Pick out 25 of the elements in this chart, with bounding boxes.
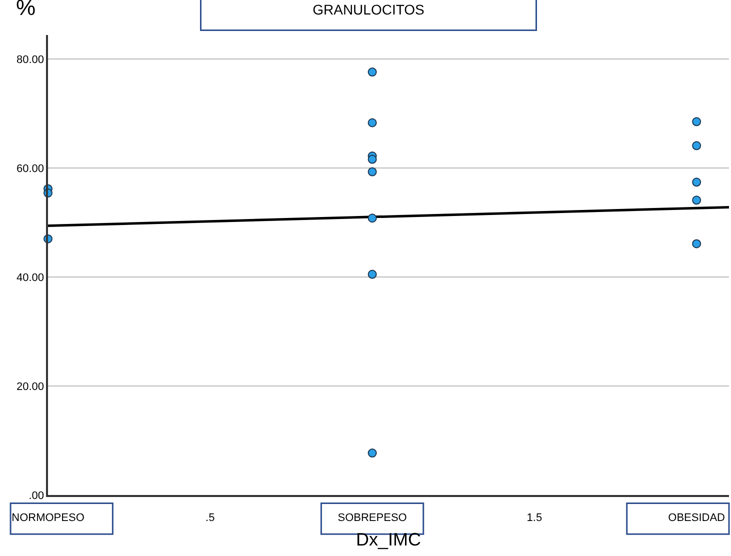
point bbox=[368, 214, 377, 223]
x-tick-label: SOBREPESO bbox=[338, 512, 408, 524]
point bbox=[692, 117, 702, 126]
point bbox=[368, 448, 377, 458]
point bbox=[692, 196, 702, 205]
x-axis-title: Dx_IMC bbox=[356, 530, 422, 550]
point bbox=[368, 68, 377, 77]
y-tick-label: 80.00 bbox=[16, 54, 44, 66]
chart-title: GRANULOCITOS bbox=[312, 2, 424, 18]
point bbox=[692, 141, 702, 150]
y-tick-label: 20.00 bbox=[16, 380, 44, 393]
point bbox=[368, 118, 377, 128]
y-tick-label: 60.00 bbox=[16, 162, 44, 175]
point bbox=[692, 178, 702, 187]
point bbox=[368, 154, 377, 164]
x-tick-label: .5 bbox=[206, 512, 215, 524]
point bbox=[368, 167, 377, 176]
y-tick-label: 40.00 bbox=[16, 272, 44, 284]
y-tick-label: .00 bbox=[28, 490, 44, 502]
point bbox=[368, 270, 377, 279]
y-axis-title: % bbox=[16, 0, 36, 20]
x-tick-label: OBESIDAD bbox=[668, 512, 726, 524]
point bbox=[692, 239, 702, 248]
x-tick-label: NORMOPESO bbox=[12, 512, 85, 524]
x-tick-label: 1.5 bbox=[526, 512, 542, 524]
